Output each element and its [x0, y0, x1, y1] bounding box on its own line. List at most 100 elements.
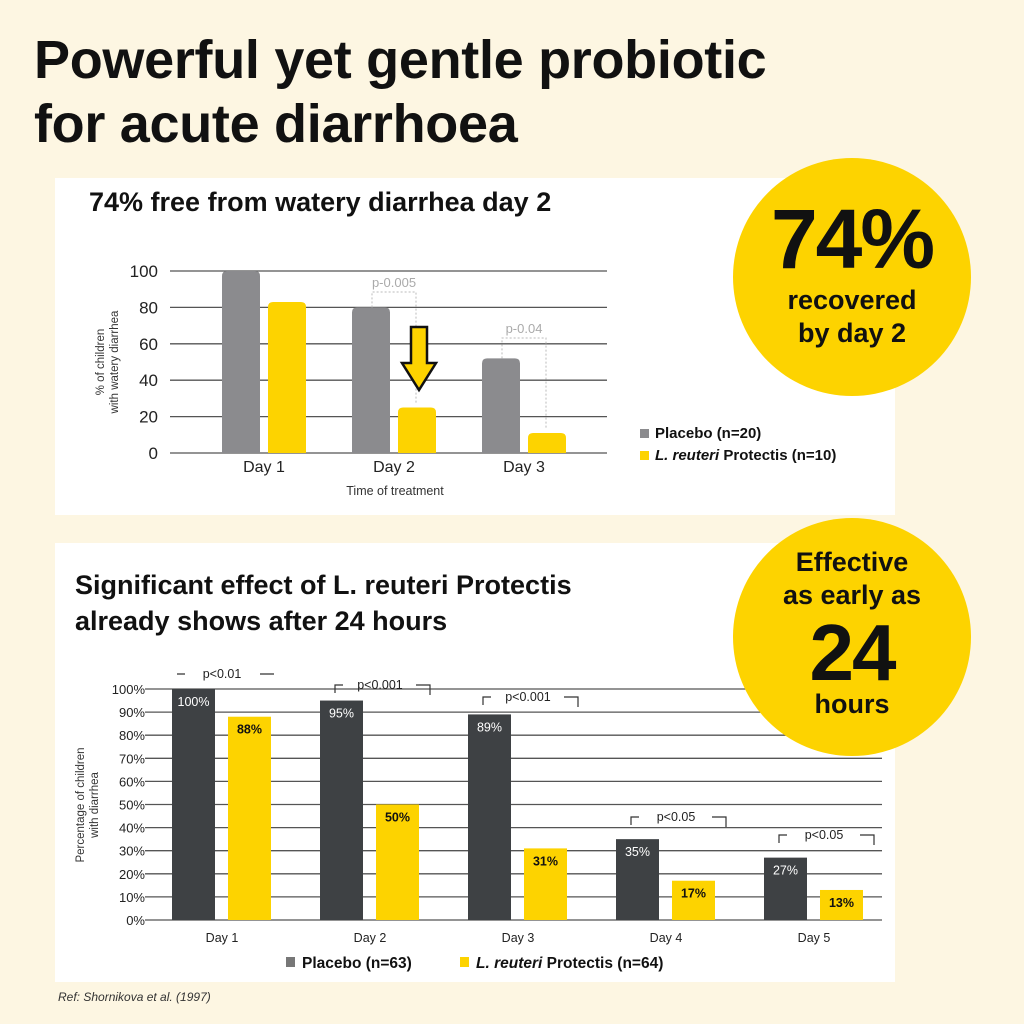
bar-value-label: 95%: [329, 707, 354, 721]
y-tick-label: 20%: [119, 867, 145, 882]
reference: Ref: Shornikova et al. (1997): [58, 990, 211, 1004]
bar-value-label: 17%: [681, 887, 706, 901]
p-value-label: p<0.01: [203, 667, 242, 681]
chart-2-title-line-2: already shows after 24 hours: [75, 606, 448, 636]
x-tick-label: Day 3: [503, 459, 545, 476]
x-tick-label: Day 2: [373, 459, 415, 476]
y-tick-label: 80%: [119, 728, 145, 743]
bar-value-label: 100%: [178, 695, 210, 709]
badge-1-line-1: recovered: [787, 285, 917, 315]
bar-value-label: 89%: [477, 720, 502, 734]
y-tick-label: 60: [139, 335, 158, 354]
y-tick-label: 80: [139, 298, 158, 317]
bar-reuteri: [268, 301, 306, 453]
headline-line-1: Powerful yet gentle probiotic: [34, 30, 767, 90]
y-tick-label: 60%: [119, 774, 145, 789]
bar-placebo: [222, 271, 260, 453]
y-axis-label-line: Percentage of children: [75, 747, 87, 862]
legend-label: L. reuteri Protectis (n=10): [655, 447, 836, 464]
badge-2-line-3: hours: [814, 689, 890, 719]
badge-2-big: 24: [809, 608, 897, 697]
y-tick-label: 30%: [119, 844, 145, 859]
legend-swatch: [640, 429, 649, 438]
bar-placebo: [352, 307, 390, 453]
x-tick-label: Day 4: [650, 931, 683, 945]
bar-reuteri: [524, 848, 567, 920]
badge-74-percent: 74% recovered by day 2: [733, 158, 971, 396]
legend-swatch: [640, 451, 649, 460]
bar-reuteri: [398, 407, 436, 453]
significance-bracket: [778, 834, 875, 845]
chart-1-title: 74% free from watery diarrhea day 2: [89, 187, 552, 217]
legend-swatch: [286, 957, 295, 967]
bar-reuteri: [376, 804, 419, 920]
legend-label: Placebo (n=63): [302, 955, 412, 972]
y-axis-label-line: with watery diarrhea: [109, 310, 121, 415]
bar-reuteri: [228, 716, 271, 920]
badge-24-hours: Effective as early as 24 hours: [733, 518, 971, 756]
legend-italic: L. reuteri: [655, 447, 723, 464]
chart-2-title-line-1: Significant effect of L. reuteri Protect…: [75, 570, 572, 600]
p-value-label: p<0.001: [505, 690, 551, 704]
y-tick-label: 10%: [119, 890, 145, 905]
legend-text: Placebo (n=20): [655, 425, 761, 442]
y-tick-label: 100: [130, 262, 158, 281]
bar-placebo: [172, 689, 215, 920]
legend-italic: L. reuteri: [476, 955, 547, 972]
bar-reuteri: [820, 889, 863, 920]
legend-text: Protectis (n=10): [723, 447, 836, 464]
p-value-label: p<0.001: [357, 678, 403, 692]
badge-1-line-2: by day 2: [797, 318, 907, 348]
bar-placebo: [468, 714, 511, 920]
bar-reuteri: [528, 432, 566, 453]
bar-value-label: 27%: [773, 864, 798, 878]
x-tick-label: Day 1: [243, 459, 285, 476]
x-tick-label: Day 2: [354, 931, 387, 945]
x-tick-label: Day 1: [206, 931, 239, 945]
p-value-label: p<0.05: [657, 810, 696, 824]
y-tick-label: 50%: [119, 798, 145, 813]
y-tick-label: 20: [139, 408, 158, 427]
bar-value-label: 50%: [385, 811, 410, 825]
badge-2-line-1: Effective: [795, 547, 909, 577]
x-axis-label: Time of treatment: [346, 484, 444, 498]
legend-label: Placebo (n=20): [655, 425, 761, 442]
chart-2-title: Significant effect of L. reuteri Protect…: [75, 567, 572, 639]
significance-bracket: [371, 291, 417, 404]
bar-reuteri: [672, 880, 715, 920]
y-tick-label: 90%: [119, 705, 145, 720]
legend-label: L. reuteri Protectis (n=64): [476, 955, 663, 972]
bar-value-label: 88%: [237, 723, 262, 737]
y-axis-label-line: % of children: [95, 329, 107, 395]
p-value-label: p-0.005: [372, 275, 416, 290]
p-value-label: p-0.04: [506, 321, 543, 336]
legend-text: Protectis (n=64): [547, 955, 664, 972]
bar-placebo: [764, 857, 807, 920]
legend-swatch: [460, 957, 469, 967]
legend-text: Placebo (n=63): [302, 955, 412, 972]
y-axis-label-line: with diarrhea: [89, 771, 101, 838]
significance-bracket: [482, 696, 579, 707]
significance-bracket: [630, 816, 727, 827]
y-tick-label: 0%: [126, 913, 145, 928]
significance-bracket: [501, 337, 547, 429]
y-tick-label: 40%: [119, 821, 145, 836]
bar-value-label: 13%: [829, 896, 854, 910]
bar-value-label: 35%: [625, 845, 650, 859]
y-tick-label: 40: [139, 371, 158, 390]
y-axis-label: Percentage of children with diarrhea: [75, 747, 101, 862]
significance-bracket: [334, 684, 431, 695]
y-tick-label: 100%: [112, 682, 146, 697]
bar-value-label: 31%: [533, 854, 558, 868]
badge-1-big: 74%: [770, 192, 935, 286]
y-tick-label: 70%: [119, 751, 145, 766]
headline: Powerful yet gentle probiotic for acute …: [34, 28, 767, 156]
down-arrow-icon: [399, 325, 439, 393]
y-axis-label: % of children with watery diarrhea: [95, 310, 121, 415]
headline-line-2: for acute diarrhoea: [34, 94, 518, 154]
bar-placebo: [616, 839, 659, 920]
badge-2-line-2: as early as: [782, 580, 922, 610]
bar-placebo: [320, 700, 363, 920]
bar-placebo: [482, 358, 520, 453]
